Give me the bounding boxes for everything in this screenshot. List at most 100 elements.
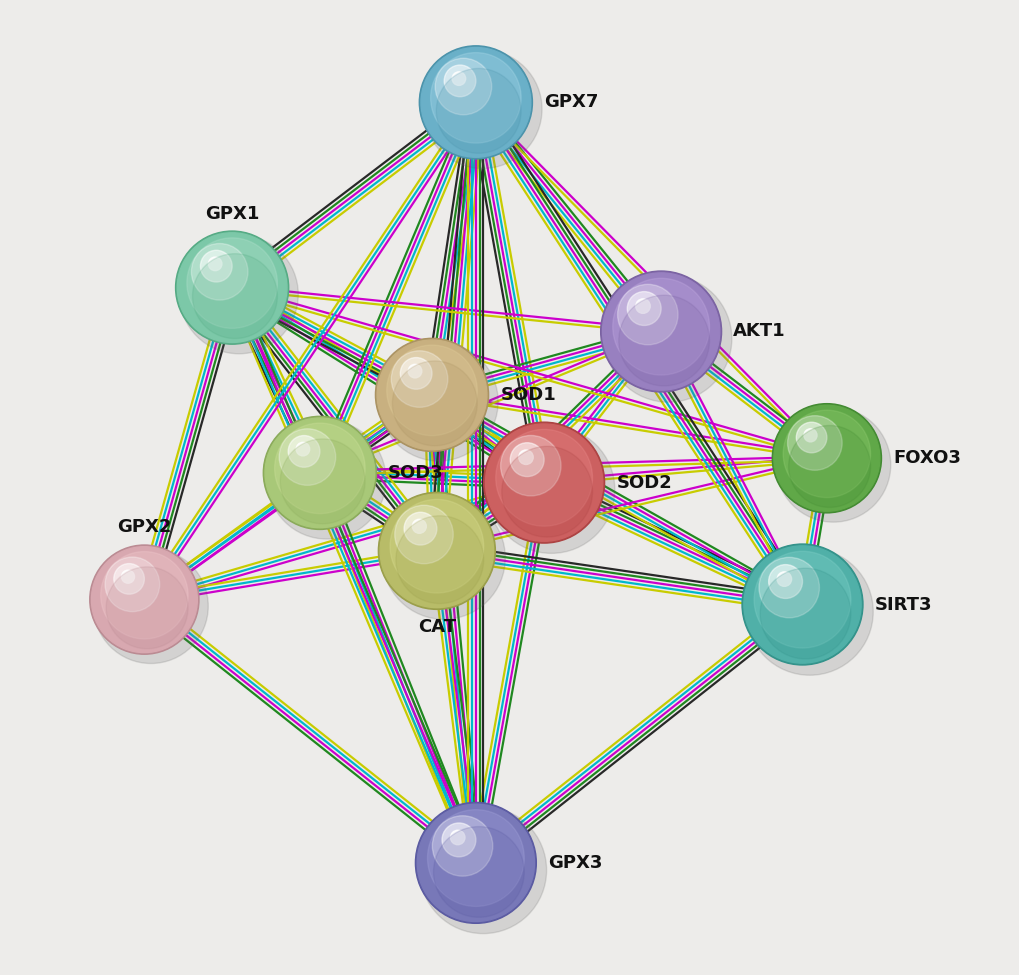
Circle shape <box>91 546 198 653</box>
Circle shape <box>288 436 320 467</box>
Circle shape <box>267 420 372 526</box>
Circle shape <box>607 278 714 385</box>
Circle shape <box>777 410 875 507</box>
Circle shape <box>268 421 371 525</box>
Circle shape <box>114 564 145 594</box>
Circle shape <box>776 572 791 586</box>
Circle shape <box>803 429 816 442</box>
Circle shape <box>780 411 872 505</box>
Circle shape <box>177 233 286 342</box>
Circle shape <box>451 72 466 86</box>
Circle shape <box>776 409 875 508</box>
Circle shape <box>182 238 281 337</box>
Circle shape <box>97 553 192 646</box>
Circle shape <box>389 499 483 593</box>
Text: GPX7: GPX7 <box>543 94 598 111</box>
Circle shape <box>424 811 527 915</box>
Circle shape <box>491 430 596 535</box>
Circle shape <box>417 803 534 922</box>
Circle shape <box>381 495 491 606</box>
Circle shape <box>376 339 487 450</box>
Circle shape <box>758 558 818 618</box>
Circle shape <box>483 422 604 543</box>
Circle shape <box>375 338 488 451</box>
Circle shape <box>384 499 488 603</box>
Circle shape <box>490 429 597 536</box>
Circle shape <box>484 423 603 542</box>
Circle shape <box>450 831 465 844</box>
Circle shape <box>427 809 524 907</box>
Circle shape <box>484 422 603 543</box>
Circle shape <box>423 50 528 155</box>
Circle shape <box>420 47 531 158</box>
Circle shape <box>177 233 286 342</box>
Circle shape <box>421 808 530 917</box>
Circle shape <box>381 344 482 446</box>
Circle shape <box>93 548 197 651</box>
Circle shape <box>746 548 872 676</box>
Circle shape <box>382 345 481 445</box>
Circle shape <box>96 552 193 647</box>
Circle shape <box>382 496 504 619</box>
Circle shape <box>489 428 598 537</box>
Circle shape <box>773 406 878 511</box>
Circle shape <box>380 494 493 607</box>
Circle shape <box>422 809 529 916</box>
Circle shape <box>416 803 535 922</box>
Circle shape <box>495 429 592 526</box>
Circle shape <box>267 420 372 526</box>
Text: SIRT3: SIRT3 <box>874 596 931 613</box>
Circle shape <box>602 273 718 390</box>
Circle shape <box>486 425 601 540</box>
Circle shape <box>92 547 197 652</box>
Circle shape <box>296 443 310 456</box>
Circle shape <box>265 418 374 527</box>
Circle shape <box>602 273 719 390</box>
Circle shape <box>265 418 374 527</box>
Circle shape <box>603 274 718 389</box>
Circle shape <box>750 553 853 656</box>
Circle shape <box>430 53 521 143</box>
Circle shape <box>746 548 858 661</box>
Text: SOD1: SOD1 <box>499 386 555 404</box>
Circle shape <box>419 805 532 920</box>
Circle shape <box>179 235 284 340</box>
Circle shape <box>604 275 716 388</box>
Circle shape <box>421 48 530 157</box>
Circle shape <box>395 516 483 604</box>
Circle shape <box>606 277 714 386</box>
Circle shape <box>378 492 495 609</box>
Circle shape <box>182 238 281 337</box>
Circle shape <box>94 549 195 650</box>
Circle shape <box>487 426 614 554</box>
Circle shape <box>423 50 541 169</box>
Circle shape <box>443 65 476 97</box>
Circle shape <box>774 407 878 510</box>
Circle shape <box>268 422 371 524</box>
Circle shape <box>90 545 199 654</box>
Circle shape <box>742 544 862 665</box>
Circle shape <box>382 496 491 605</box>
Circle shape <box>93 548 196 651</box>
Circle shape <box>747 550 856 659</box>
Circle shape <box>426 53 525 152</box>
Text: CAT: CAT <box>418 618 455 636</box>
Circle shape <box>266 419 373 526</box>
Circle shape <box>98 553 191 646</box>
Circle shape <box>775 408 876 509</box>
Circle shape <box>378 341 485 449</box>
Circle shape <box>399 358 432 389</box>
Circle shape <box>775 408 876 509</box>
Circle shape <box>759 568 850 659</box>
Circle shape <box>377 340 486 449</box>
Circle shape <box>264 417 375 528</box>
Circle shape <box>487 425 600 540</box>
Circle shape <box>600 271 720 392</box>
Circle shape <box>180 236 284 339</box>
Circle shape <box>94 549 208 664</box>
Circle shape <box>436 68 521 153</box>
Circle shape <box>176 232 287 343</box>
Circle shape <box>775 408 890 523</box>
Circle shape <box>423 810 528 916</box>
Circle shape <box>779 410 873 506</box>
